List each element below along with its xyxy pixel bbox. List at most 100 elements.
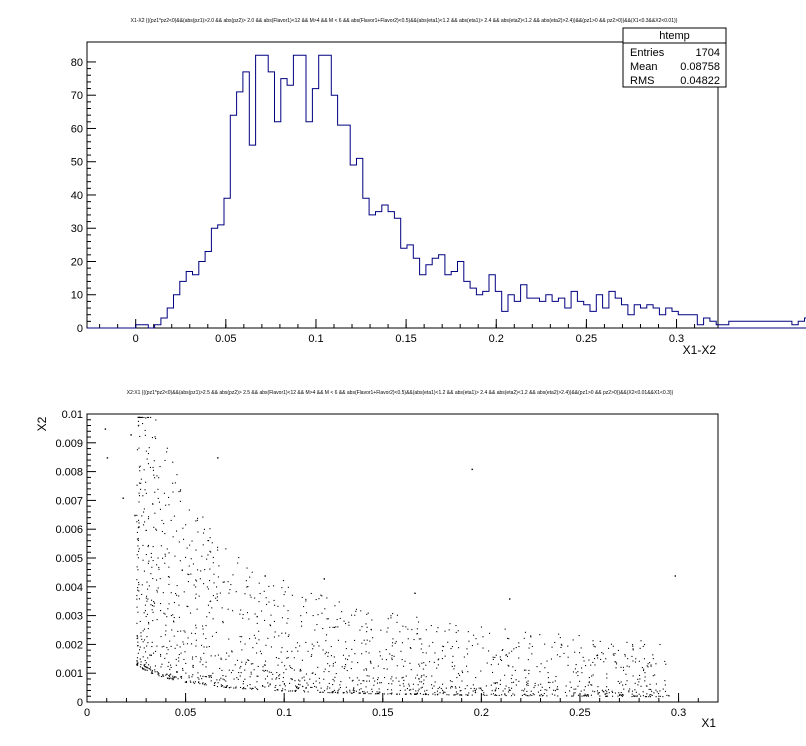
scatter-point bbox=[148, 416, 150, 418]
scatter-point bbox=[365, 623, 367, 625]
scatter-point bbox=[209, 550, 211, 552]
scatter-point bbox=[170, 592, 172, 594]
scatter-point bbox=[264, 575, 266, 577]
scatter-point bbox=[539, 694, 541, 696]
scatter-point bbox=[155, 419, 157, 421]
scatter-point bbox=[614, 692, 616, 694]
scatter-point bbox=[258, 639, 260, 641]
scatter-point bbox=[604, 693, 606, 695]
scatter-point bbox=[223, 581, 225, 583]
scatter-point bbox=[220, 658, 222, 660]
scatter-point bbox=[567, 664, 569, 666]
scatter-point bbox=[649, 683, 651, 685]
scatter-point bbox=[627, 658, 629, 660]
scatter-point bbox=[451, 661, 453, 663]
scatter-point bbox=[314, 685, 316, 687]
scatter-point bbox=[379, 691, 381, 693]
scatter-point bbox=[291, 650, 293, 652]
scatter-point bbox=[244, 593, 246, 595]
scatter-point bbox=[144, 429, 146, 431]
scatter-point bbox=[489, 632, 491, 634]
scatter-point bbox=[362, 680, 364, 682]
scatter-point bbox=[527, 684, 529, 686]
scatter-point bbox=[139, 646, 141, 648]
scatter-point bbox=[365, 651, 367, 653]
scatter-point bbox=[180, 676, 182, 678]
scatter-point bbox=[145, 481, 147, 483]
scatter-point bbox=[467, 631, 469, 633]
scatter-point bbox=[231, 650, 233, 652]
histogram-x-tick-label: 0 bbox=[133, 333, 139, 345]
scatter-point bbox=[473, 687, 475, 689]
scatter-point bbox=[168, 504, 170, 506]
scatter-point bbox=[370, 628, 372, 630]
scatter-point bbox=[648, 696, 650, 698]
scatter-point bbox=[456, 693, 458, 695]
scatter-point bbox=[224, 686, 226, 688]
scatter-point bbox=[301, 596, 303, 598]
scatter-point bbox=[258, 601, 260, 603]
scatter-point bbox=[179, 646, 181, 648]
scatter-point bbox=[457, 630, 459, 632]
scatter-point bbox=[146, 613, 148, 615]
scatter-point bbox=[180, 676, 182, 678]
scatter-point bbox=[214, 655, 216, 657]
scatter-point bbox=[333, 656, 335, 658]
scatter-point bbox=[376, 682, 378, 684]
scatter-point bbox=[453, 668, 455, 670]
scatter-point bbox=[639, 674, 641, 676]
scatter-point bbox=[183, 630, 185, 632]
scatter-point bbox=[442, 645, 444, 647]
scatter-point bbox=[138, 598, 140, 600]
scatter-point bbox=[606, 693, 608, 695]
scatter-point bbox=[351, 648, 353, 650]
scatter-point bbox=[386, 668, 388, 670]
scatter-point bbox=[171, 629, 173, 631]
scatter-point bbox=[164, 533, 166, 535]
scatter-point bbox=[298, 687, 300, 689]
scatter-point bbox=[173, 602, 175, 604]
scatter-point bbox=[607, 695, 609, 697]
scatter-point bbox=[178, 604, 180, 606]
scatter-point bbox=[243, 688, 245, 690]
scatter-point bbox=[608, 647, 610, 649]
scatter-point bbox=[518, 657, 520, 659]
scatter-point bbox=[244, 678, 246, 680]
scatter-point bbox=[456, 640, 458, 642]
scatter-point bbox=[222, 622, 224, 624]
scatter-point bbox=[326, 618, 328, 620]
scatter-point bbox=[652, 658, 654, 660]
scatter-point bbox=[147, 453, 149, 455]
scatter-point bbox=[528, 647, 530, 649]
scatter-point bbox=[142, 630, 144, 632]
scatter-point bbox=[422, 693, 424, 695]
scatter-point bbox=[311, 672, 313, 674]
scatter-point bbox=[605, 695, 607, 697]
scatter-point bbox=[574, 651, 576, 653]
scatter-point bbox=[399, 693, 401, 695]
scatter-point bbox=[150, 672, 152, 674]
scatter-point bbox=[202, 516, 204, 518]
scatter-point bbox=[195, 645, 197, 647]
scatter-point bbox=[480, 626, 482, 628]
scatter-point bbox=[591, 684, 593, 686]
scatter-point bbox=[389, 653, 391, 655]
scatter-point bbox=[529, 643, 531, 645]
scatter-point bbox=[252, 687, 254, 689]
scatter-point bbox=[421, 686, 423, 688]
scatter-point bbox=[254, 597, 256, 599]
scatter-point bbox=[282, 688, 284, 690]
scatter-point bbox=[333, 680, 335, 682]
scatter-point bbox=[506, 654, 508, 656]
scatter-point bbox=[290, 667, 292, 669]
scatter-point bbox=[531, 694, 533, 696]
scatter-point bbox=[136, 521, 138, 523]
scatter-point bbox=[620, 681, 622, 683]
scatter-point bbox=[623, 688, 625, 690]
scatter-point bbox=[155, 528, 157, 530]
scatter-point bbox=[178, 595, 180, 597]
scatter-point bbox=[508, 638, 510, 640]
scatter-point bbox=[504, 688, 506, 690]
scatter-point bbox=[482, 647, 484, 649]
scatter-point bbox=[650, 694, 652, 696]
